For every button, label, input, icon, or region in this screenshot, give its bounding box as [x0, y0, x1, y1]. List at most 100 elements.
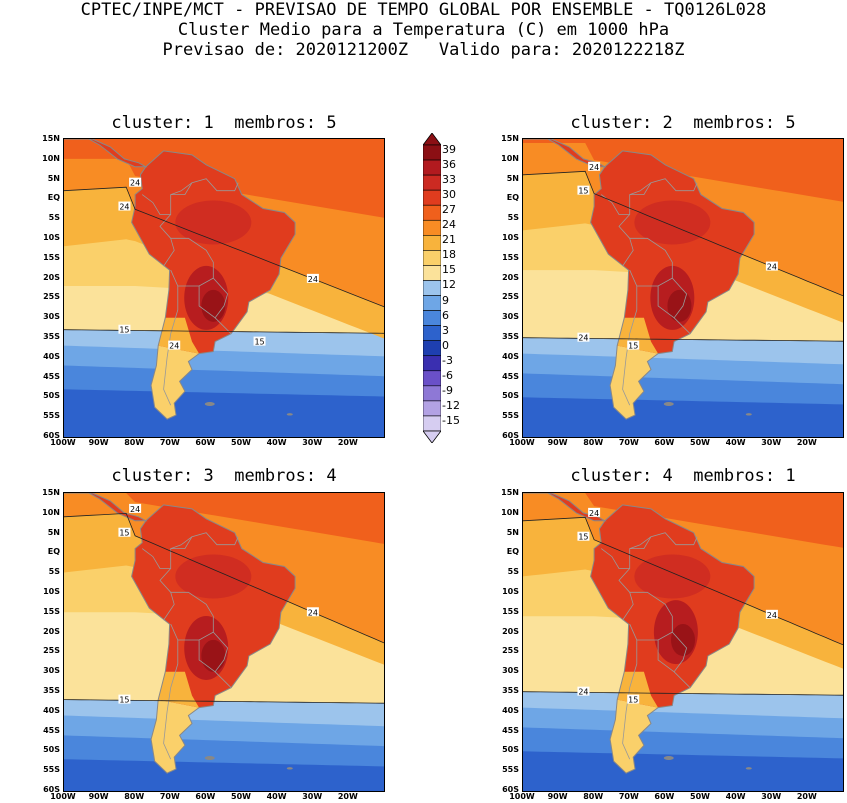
contour-label: 24	[765, 261, 778, 272]
svg-text:15: 15	[119, 529, 129, 538]
central-america-land	[523, 139, 605, 167]
country-border	[159, 544, 214, 641]
longitude-label: 30W	[761, 438, 782, 447]
country-border	[629, 536, 652, 549]
colorbar-label: 27	[442, 203, 456, 217]
svg-text:24: 24	[589, 509, 599, 518]
longitude-label: 20W	[337, 792, 358, 801]
country-border	[629, 182, 652, 195]
colorbar-label: 33	[442, 173, 456, 187]
longitude-label: 30W	[302, 438, 323, 447]
latitude-label: 60S	[502, 785, 519, 794]
svg-text:24: 24	[130, 505, 140, 514]
colorbar-label: 9	[442, 293, 449, 307]
temperature-band	[523, 493, 843, 548]
country-border	[170, 536, 193, 549]
contour-24	[64, 512, 384, 644]
latitude-label: 10S	[43, 587, 60, 596]
latitude-label: 60S	[43, 431, 60, 440]
map-canvas: 24 15 24 15	[64, 493, 384, 791]
longitude-label: 30W	[302, 792, 323, 801]
latitude-label: 35S	[502, 332, 519, 341]
colorbar-label: 39	[442, 143, 456, 156]
hot-core-max	[201, 289, 226, 322]
colorbar-segment	[423, 174, 441, 191]
colorbar-segment	[423, 295, 441, 311]
longitude-label: 60W	[195, 792, 216, 801]
latitude-label: 5S	[507, 567, 519, 577]
latitude-label: 5S	[48, 213, 60, 223]
colorbar-segment	[423, 325, 441, 341]
colorbar-segment	[423, 310, 441, 326]
country-border	[618, 544, 673, 641]
svg-text:15: 15	[628, 696, 638, 705]
country-border	[600, 548, 630, 569]
latitude-label: 25S	[502, 292, 519, 302]
longitude-label: 40W	[266, 438, 287, 447]
country-border	[181, 178, 239, 192]
latitude-label: 55S	[502, 765, 519, 775]
latitude-label: 30S	[502, 666, 519, 676]
latitude-label: 55S	[502, 411, 519, 421]
latitude-label: 10S	[502, 587, 519, 596]
colorbar-label: 30	[442, 188, 456, 202]
latitude-label: 15N	[501, 134, 519, 143]
longitude-label: 70W	[159, 792, 180, 801]
longitude-label: 100W	[509, 792, 535, 801]
contour-label: 24	[129, 503, 142, 514]
country-border	[622, 592, 634, 621]
colorbar-top-arrow	[423, 133, 441, 146]
country-border	[618, 190, 673, 287]
latitude-label: 5N	[506, 173, 519, 183]
colorbar-segment	[423, 219, 441, 236]
map-panel-3: 24 15 24 15	[63, 492, 385, 792]
contour-15	[64, 699, 384, 704]
latitude-label: 55S	[43, 765, 60, 775]
patagonia-land	[610, 699, 659, 774]
latitude-label: 40S	[43, 351, 60, 361]
colorbar-label: 18	[442, 248, 456, 262]
amazon-warm-area	[175, 200, 252, 245]
contour-label: 24	[306, 607, 319, 617]
colorbar-segment	[423, 385, 441, 402]
amazon-warm-area	[634, 200, 711, 245]
title-line-1: CPTEC/INPE/MCT - PREVISAO DE TEMPO GLOBA…	[80, 0, 767, 20]
colorbar-segment	[423, 144, 441, 161]
colorbar-segment	[423, 400, 441, 417]
temperature-band	[523, 139, 843, 202]
country-border	[640, 532, 698, 546]
latitude-label: 50S	[43, 391, 60, 401]
longitude-label: 60W	[195, 438, 216, 447]
contour-label: 24	[577, 686, 590, 697]
falkland-islands	[204, 402, 215, 407]
colorbar-segment	[423, 370, 441, 387]
svg-text:15: 15	[578, 533, 588, 542]
latitude-label: 10N	[501, 507, 519, 517]
colorbar-segment	[423, 235, 441, 251]
colorbar-label: -6	[442, 368, 453, 382]
colorbar-label: -9	[442, 383, 453, 397]
country-border	[640, 178, 698, 192]
amazon-warm-area	[175, 554, 252, 599]
svg-text:15: 15	[578, 187, 588, 196]
panel-2-title: cluster: 2 membros: 5	[570, 113, 796, 133]
longitude-label: 50W	[690, 438, 710, 447]
patagonia-land	[151, 699, 200, 774]
colorbar-label: 3	[442, 323, 449, 337]
country-border	[170, 182, 193, 195]
svg-text:24: 24	[308, 275, 318, 284]
svg-text:24: 24	[578, 688, 588, 697]
title-line-2: Cluster Medio para a Temperatura (C) em …	[177, 20, 670, 40]
latitude-label: 40S	[502, 351, 519, 361]
contour-15	[523, 691, 843, 696]
latitude-label: 50S	[502, 745, 519, 755]
country-border	[198, 286, 216, 319]
colorbar-segment	[423, 159, 441, 176]
country-border	[181, 532, 239, 546]
contour-15	[64, 329, 384, 334]
svg-text:15: 15	[628, 342, 638, 351]
latitude-label: EQ	[506, 547, 519, 557]
panel-4-title: cluster: 4 membros: 1	[570, 466, 796, 486]
latitude-label: 20S	[502, 272, 519, 282]
contour-label: 15	[253, 336, 266, 347]
